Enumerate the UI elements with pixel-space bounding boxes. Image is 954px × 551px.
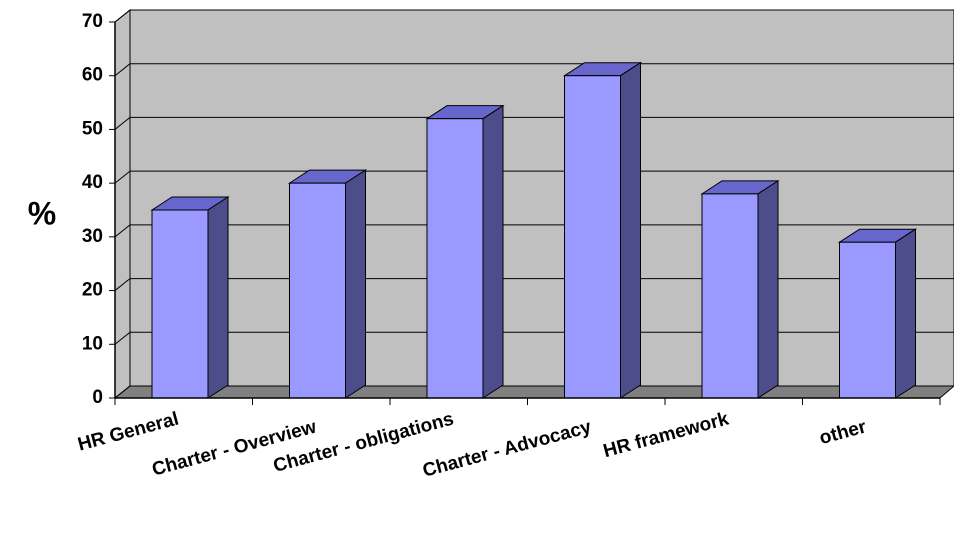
x-tick-label: HR framework xyxy=(601,408,731,462)
bar xyxy=(701,193,759,399)
bar-side xyxy=(207,196,229,399)
grid-line xyxy=(114,9,954,23)
grid-line xyxy=(114,331,954,345)
bar-side xyxy=(757,179,779,399)
grid-line xyxy=(114,278,954,291)
bar xyxy=(426,118,484,399)
y-axis-label: % xyxy=(28,195,56,231)
bar xyxy=(839,241,896,399)
x-tick-label: HR General xyxy=(76,409,181,456)
grid-line xyxy=(114,224,954,238)
bar-side xyxy=(895,228,916,399)
floor xyxy=(113,385,954,399)
bar xyxy=(289,182,346,399)
y-tick-label: 70 xyxy=(82,11,103,32)
grid xyxy=(114,9,954,399)
bar xyxy=(564,75,621,399)
y-tick-label: 0 xyxy=(92,387,103,408)
y-tick-label: 20 xyxy=(82,280,103,301)
bar-side xyxy=(482,104,504,399)
y-tick-label: 50 xyxy=(82,118,103,139)
x-tick-label: other xyxy=(817,416,869,449)
bar-side xyxy=(345,169,366,399)
bar-side xyxy=(620,61,641,399)
grid-line xyxy=(114,116,954,130)
bar xyxy=(151,209,209,399)
back-wall xyxy=(129,9,954,387)
y-tick-label: 40 xyxy=(82,172,103,193)
y-tick-label: 10 xyxy=(82,333,103,354)
y-tick-label: 30 xyxy=(82,226,103,247)
bars xyxy=(150,61,918,399)
side-wall xyxy=(114,8,131,400)
grid-line xyxy=(114,63,954,77)
grid-line xyxy=(114,170,954,184)
grid-line xyxy=(114,385,954,399)
y-tick-label: 60 xyxy=(82,65,103,86)
